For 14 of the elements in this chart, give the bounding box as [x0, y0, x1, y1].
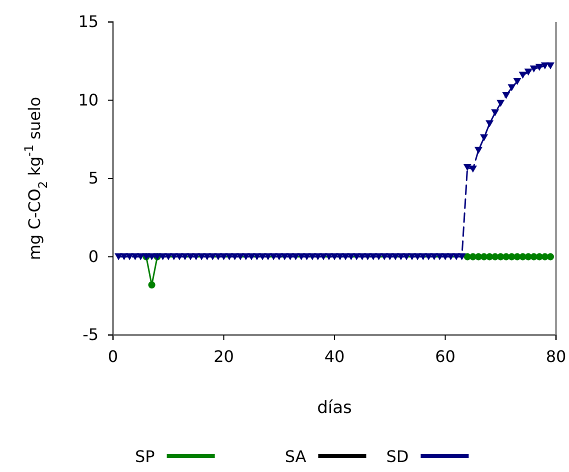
legend-label: SP — [135, 447, 156, 466]
y-tick-label: 15 — [78, 12, 99, 32]
x-tick-label: 80 — [546, 347, 566, 366]
y-tick-label: 5 — [88, 168, 99, 188]
y-tick-label: 10 — [78, 90, 99, 110]
x-tick-label: 20 — [214, 347, 234, 366]
x-tick-label: 60 — [435, 347, 456, 366]
x-tick-label: 40 — [324, 347, 345, 366]
y-tick-label: 0 — [88, 246, 99, 266]
x-axis-title: días — [317, 398, 352, 418]
legend-label: SD — [386, 447, 409, 466]
y-tick-label: -5 — [82, 325, 99, 344]
legend-label: SA — [284, 447, 306, 466]
x-tick-label: 0 — [108, 347, 118, 366]
